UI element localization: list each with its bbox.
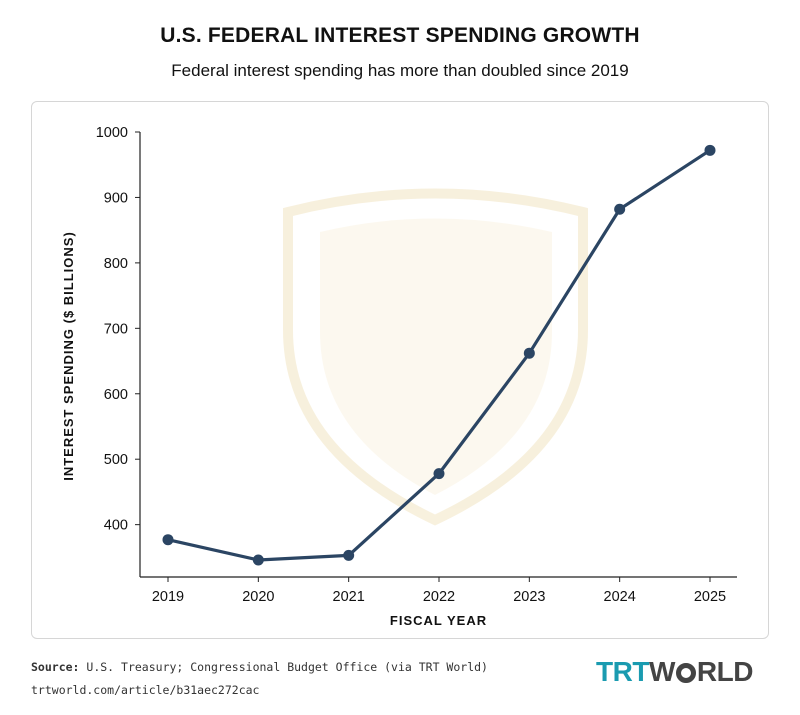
x-tick-label: 2021 <box>333 589 365 605</box>
logo-o-icon <box>675 663 696 683</box>
x-tick-label: 2022 <box>423 589 455 605</box>
data-point <box>343 549 355 561</box>
y-axis-title: INTEREST SPENDING ($ BILLIONS) <box>61 231 76 481</box>
data-point <box>162 534 174 546</box>
y-tick-label: 800 <box>104 256 128 272</box>
source-text: U.S. Treasury; Congressional Budget Offi… <box>86 660 488 674</box>
x-tick-label: 2020 <box>242 589 274 605</box>
data-point <box>614 203 626 215</box>
y-tick-label: 400 <box>104 518 128 534</box>
data-point <box>433 468 445 480</box>
x-tick-label: 2023 <box>513 589 545 605</box>
y-tick-label: 600 <box>104 387 128 403</box>
x-tick-label: 2019 <box>152 589 184 605</box>
source-note: Source: U.S. Treasury; Congressional Bud… <box>31 660 488 674</box>
data-point <box>704 144 716 156</box>
logo-rld: RLD <box>696 656 754 687</box>
x-tick-label: 2024 <box>604 589 636 605</box>
trt-world-logo: TRT W RLD <box>596 656 753 688</box>
logo-trt: TRT <box>596 656 649 687</box>
y-tick-label: 500 <box>104 452 128 468</box>
chart-subtitle: Federal interest spending has more than … <box>171 61 629 80</box>
y-tick-label: 700 <box>104 321 128 337</box>
x-axis-title: FISCAL YEAR <box>390 613 487 628</box>
y-tick-label: 1000 <box>96 125 128 141</box>
x-tick-label: 2025 <box>694 589 726 605</box>
article-url: trtworld.com/article/b31aec272cac <box>31 683 260 697</box>
y-tick-label: 900 <box>104 190 128 206</box>
logo-w: W <box>648 656 675 687</box>
data-point <box>252 554 264 566</box>
source-label: Source: <box>31 660 80 674</box>
data-point <box>523 347 535 359</box>
shield-watermark-icon <box>283 188 588 526</box>
chart-title: U.S. FEDERAL INTEREST SPENDING GROWTH <box>160 24 640 47</box>
